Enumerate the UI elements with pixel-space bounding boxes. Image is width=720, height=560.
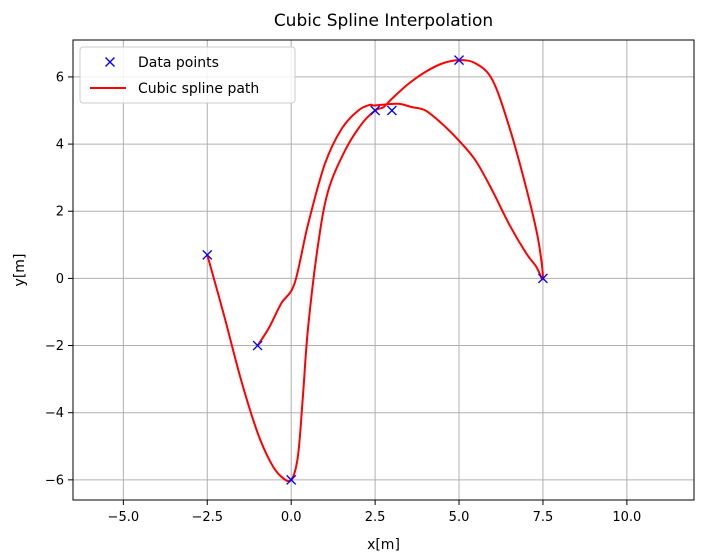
data-point-marker [386, 105, 397, 116]
data-point-marker [454, 55, 464, 66]
y-axis-label: y[m] [12, 254, 28, 287]
x-tick-label: 2.5 [365, 510, 386, 525]
grid [73, 40, 694, 500]
x-tick-label: −2.5 [191, 510, 223, 525]
data-point-marker [537, 273, 548, 284]
y-tick-label: −6 [45, 473, 64, 488]
x-tick-label: −5.0 [108, 510, 140, 525]
cubic-spline-path-line [206, 59, 544, 483]
y-tick-label: 4 [56, 138, 64, 153]
axis-ticks: −5.0 −2.5 0.0 2.5 5.0 7.5 10.0 −6 −4 −2 0 2 4 6 [45, 70, 642, 525]
y-tick-label: 6 [56, 70, 64, 85]
y-tick-label: 2 [56, 205, 64, 220]
data-point-marker [370, 105, 381, 116]
y-tick-label: −4 [45, 406, 64, 421]
legend-label-data-points: Data points [138, 55, 219, 71]
data-point-marker [202, 249, 213, 260]
y-tick-label: −2 [45, 339, 64, 354]
x-tick-label: 0.0 [281, 510, 302, 525]
legend: Data points Cubic spline path [79, 46, 296, 104]
plot-area [202, 55, 548, 485]
data-point-marker [286, 474, 297, 485]
legend-label-spline: Cubic spline path [138, 81, 259, 97]
plot-frame [72, 39, 695, 501]
legend-box [79, 46, 296, 104]
x-tick-label: 10.0 [612, 510, 641, 525]
y-tick-label: 0 [56, 272, 64, 287]
chart-title: Cubic Spline Interpolation [274, 11, 493, 31]
legend-marker-data-points [105, 57, 115, 67]
data-point-marker [252, 340, 263, 351]
x-axis-label: x[m] [367, 537, 400, 553]
x-tick-label: 5.0 [449, 510, 470, 525]
x-tick-label: 7.5 [533, 510, 554, 525]
